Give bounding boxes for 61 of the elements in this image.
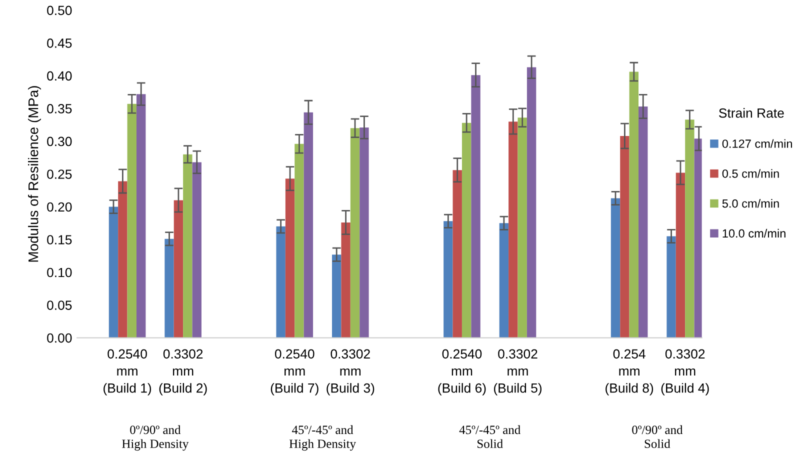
y-tick-label: 0.50 xyxy=(47,6,72,16)
bar xyxy=(462,122,472,338)
x-tick-label: 0.254 mm (Build 8) xyxy=(606,349,654,396)
bar xyxy=(629,72,639,338)
y-tick-label: 0.30 xyxy=(47,136,72,146)
bar xyxy=(304,112,314,338)
bar xyxy=(136,94,146,338)
bar xyxy=(620,136,630,338)
y-tick-label: 0.25 xyxy=(47,170,72,179)
legend-label: 5.0 cm/min xyxy=(722,199,779,208)
bar xyxy=(164,238,174,338)
bar xyxy=(444,221,453,338)
bar xyxy=(108,206,118,338)
y-tick-label: 0.35 xyxy=(47,104,72,114)
bar xyxy=(471,75,480,338)
bar xyxy=(332,254,342,338)
y-tick-label: 0.45 xyxy=(47,38,72,48)
x-tick-label: 0.3302 mm (Build 2) xyxy=(159,349,207,396)
x-tick-label: 0.2540 mm (Build 1) xyxy=(104,349,152,396)
text: 45º/-45º and Solid xyxy=(459,425,520,448)
bar xyxy=(360,127,369,338)
legend-label: 0.127 cm/min xyxy=(722,139,792,148)
x-tick-label: 0.2540 mm (Build 7) xyxy=(270,349,318,396)
bar xyxy=(610,198,620,338)
y-tick-label: 0.40 xyxy=(47,71,72,81)
bar xyxy=(350,128,360,338)
x-tick-label: 0.3302 mm (Build 5) xyxy=(494,349,542,396)
bar xyxy=(518,118,527,338)
text: 0º/90º and Solid xyxy=(632,425,683,448)
bar xyxy=(499,223,509,338)
bar xyxy=(294,144,304,338)
bar xyxy=(285,178,295,338)
legend-label: 0.5 cm/min xyxy=(722,169,779,178)
y-tick-label: 0.15 xyxy=(47,235,72,244)
x-tick-label: 0.3302 mm (Build 3) xyxy=(326,349,374,396)
bar xyxy=(452,170,462,338)
bar xyxy=(276,226,286,338)
x-tick-label: 0.3302 mm (Build 4) xyxy=(661,349,709,396)
y-tick-label: 0.05 xyxy=(47,300,72,310)
y-axis-title: Modulus of Resilience (MPa) xyxy=(28,86,41,262)
y-tick-label: 0.20 xyxy=(47,202,72,212)
bar xyxy=(127,104,136,338)
bar xyxy=(694,138,702,338)
y-tick-label: 0.10 xyxy=(47,268,72,278)
text: 0º/90º and High Density xyxy=(122,425,189,451)
bar xyxy=(192,162,202,338)
bar xyxy=(526,67,536,338)
bar xyxy=(685,120,694,338)
bar xyxy=(676,172,686,338)
legend-title: Strain Rate xyxy=(719,108,784,118)
bar xyxy=(638,106,648,338)
bar xyxy=(508,122,518,338)
bar xyxy=(183,154,192,338)
text: 45º/-45º and High Density xyxy=(289,425,356,451)
y-tick-label: 0.00 xyxy=(47,333,72,343)
legend-label: 10.0 cm/min xyxy=(722,228,786,238)
bar xyxy=(341,222,350,338)
x-tick-label: 0.2540 mm (Build 6) xyxy=(438,349,486,396)
bar xyxy=(118,181,128,338)
bar xyxy=(666,236,676,338)
bar xyxy=(174,200,184,338)
